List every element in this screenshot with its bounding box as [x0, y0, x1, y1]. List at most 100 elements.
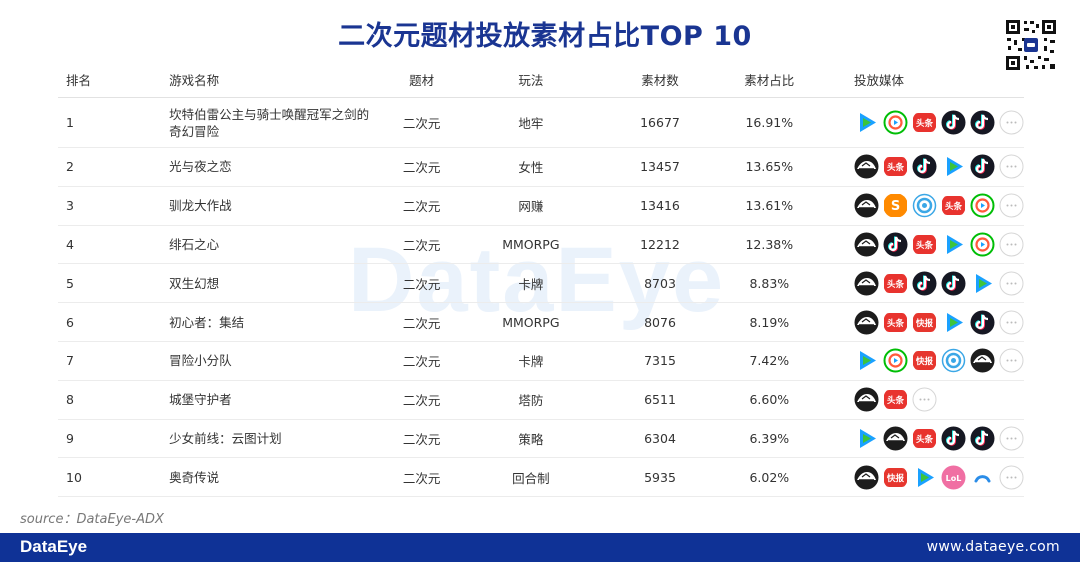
table-row: 9 少女前线：云图计划 二次元 策略 6304 6.39% 头条 [58, 419, 1024, 459]
more-icon[interactable] [999, 271, 1024, 296]
count-cell-text: 12212 [640, 236, 680, 252]
media-cell: 头条 [824, 263, 1024, 304]
more-icon[interactable] [999, 110, 1024, 135]
share-cell: 13.61% [714, 186, 824, 226]
game-name-cell: 冒险小分队 [169, 341, 387, 381]
more-icon[interactable] [999, 154, 1024, 179]
gameplay-cell: 女性 [456, 147, 606, 187]
footer-logo: DataEye [20, 537, 88, 556]
toutiao-icon: 头条 [883, 310, 908, 335]
svg-text:快报: 快报 [916, 318, 934, 329]
count-cell-text: 8703 [644, 275, 676, 291]
count-cell-text: 8076 [644, 314, 676, 330]
game-name-cell: 坎特伯雷公主与骑士唤醒冠军之剑的奇幻冒险 [169, 97, 387, 148]
rank-cell-text: 2 [66, 159, 74, 175]
count-cell: 8076 [605, 302, 715, 342]
media-icon-list: 头条 [854, 154, 1024, 179]
douyin-icon [970, 110, 995, 135]
kuaishou-icon: 快报 [912, 310, 937, 335]
count-cell: 7315 [605, 341, 715, 381]
game-name-cell-text: 双生幻想 [169, 275, 220, 291]
game-name-cell: 绯石之心 [169, 225, 387, 265]
table-row: 6 初心者：集结 二次元 MMORPG 8076 8.19% 头条 快报 [58, 302, 1024, 342]
tencent-video-icon [941, 232, 966, 257]
douyin-icon [941, 110, 966, 135]
tencent-video-icon [854, 348, 879, 373]
table-row: 7 冒险小分队 二次元 卡牌 7315 7.42% 快报 [58, 341, 1024, 381]
media-icon-list: 快报 [854, 348, 1024, 373]
game-name-cell: 城堡守护者 [169, 380, 387, 420]
count-cell-text: 16677 [640, 115, 680, 130]
more-icon[interactable] [912, 387, 937, 412]
theme-cell-text: 二次元 [402, 315, 441, 331]
bilibili-blue-icon [970, 465, 995, 490]
iqiyi-icon [970, 193, 995, 218]
bilibili-icon [912, 193, 937, 218]
rank-cell: 4 [58, 225, 170, 265]
svg-text:LoL: LoL [946, 474, 962, 483]
ranking-table: 排名 游戏名称 题材 玩法 素材数 素材占比 投放媒体 1 坎特伯雷公主与骑士唤醒… [58, 62, 1024, 498]
table-row: 8 城堡守护者 二次元 塔防 6511 6.60% 头条 [58, 380, 1024, 420]
theme-cell: 二次元 [386, 186, 457, 226]
toutiao-icon: 头条 [912, 426, 937, 451]
svg-text:头条: 头条 [887, 162, 905, 173]
gameplay-cell-text: 卡牌 [518, 354, 544, 370]
theme-cell-text: 二次元 [402, 393, 441, 409]
footer-bar: DataEye www.dataeye.com [0, 533, 1080, 562]
more-icon[interactable] [999, 310, 1024, 335]
media-cell: 头条 [824, 419, 1024, 459]
tencent-video-icon [941, 310, 966, 335]
media-icon-list: 头条 [854, 387, 1024, 412]
more-icon[interactable] [999, 193, 1024, 218]
count-cell-text: 6304 [644, 430, 676, 446]
more-icon[interactable] [999, 348, 1024, 373]
header-rank: 排名 [58, 62, 170, 98]
pangle-icon [854, 193, 879, 218]
game-name-cell-text: 坎特伯雷公主与骑士唤醒冠军之剑的奇幻冒险 [169, 106, 370, 139]
pangle-icon [970, 348, 995, 373]
rank-cell-text: 1 [66, 115, 74, 130]
gameplay-cell-text: 卡牌 [518, 276, 544, 292]
share-cell-text: 8.19% [749, 314, 790, 330]
table-row: 4 绯石之心 二次元 MMORPG 12212 12.38% 头条 [58, 225, 1024, 265]
share-cell: 8.83% [714, 263, 824, 304]
svg-text:头条: 头条 [887, 395, 905, 406]
share-cell-text: 6.60% [749, 392, 790, 408]
media-cell: 快报 LoL [824, 457, 1024, 498]
gameplay-cell-text: 策略 [518, 431, 544, 447]
more-icon[interactable] [999, 465, 1024, 490]
table-row: 1 坎特伯雷公主与骑士唤醒冠军之剑的奇幻冒险 二次元 地牢 16677 16.91% 头条 [58, 97, 1024, 148]
sogou-icon: S [883, 193, 908, 218]
media-cell: 头条 快报 [824, 302, 1024, 342]
header-name: 游戏名称 [169, 62, 387, 98]
theme-cell: 二次元 [386, 97, 457, 148]
rank-cell: 6 [58, 302, 170, 342]
svg-text:头条: 头条 [887, 279, 905, 290]
media-icon-list: 头条 [854, 110, 1024, 135]
rank-cell: 5 [58, 263, 170, 304]
tencent-video-icon [941, 154, 966, 179]
kuaishou-icon: 快报 [883, 465, 908, 490]
share-cell-text: 16.91% [745, 115, 794, 130]
gameplay-cell: MMORPG [456, 225, 606, 265]
theme-cell: 二次元 [386, 225, 457, 265]
page-title: 二次元题材投放素材占比TOP 10 [338, 21, 752, 52]
media-cell: 头条 [824, 380, 1024, 420]
count-cell-text: 5935 [644, 469, 676, 485]
more-icon[interactable] [999, 426, 1024, 451]
rank-cell-text: 5 [66, 275, 74, 291]
douyin-icon [883, 232, 908, 257]
theme-cell: 二次元 [386, 263, 457, 304]
header-theme: 题材 [386, 62, 457, 98]
table-row: 5 双生幻想 二次元 卡牌 8703 8.83% 头条 [58, 263, 1024, 304]
media-cell: 头条 [824, 97, 1024, 148]
rank-cell: 9 [58, 419, 170, 459]
share-cell-text: 12.38% [745, 236, 794, 252]
share-cell: 6.02% [714, 457, 824, 498]
game-name-cell: 双生幻想 [169, 263, 387, 304]
table-row: 3 驯龙大作战 二次元 网赚 13416 13.61% S 头条 [58, 186, 1024, 226]
more-icon[interactable] [999, 232, 1024, 257]
toutiao-icon: 头条 [912, 110, 937, 135]
game-name-cell: 驯龙大作战 [169, 186, 387, 226]
theme-cell: 二次元 [386, 302, 457, 342]
